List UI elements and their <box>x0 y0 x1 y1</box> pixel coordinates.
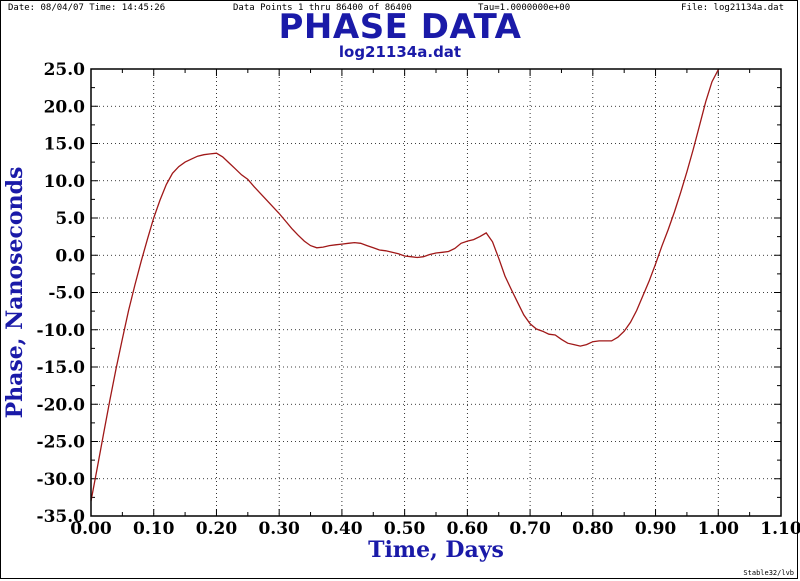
x-tick-labels: 0.00 0.10 0.20 0.30 0.40 0.50 0.60 0.70 0.80 0.90… <box>70 519 800 539</box>
x-tick-label: 0.60 <box>447 519 489 539</box>
y-axis-title: Phase, Nanoseconds <box>2 167 28 419</box>
x-tick-label: 0.80 <box>572 519 614 539</box>
x-tick-label: 0.30 <box>258 519 300 539</box>
y-tick-label: -10.0 <box>37 321 86 341</box>
header-file: File: log21134a.dat <box>681 3 784 13</box>
chart-subtitle: log21134a.dat <box>338 43 462 61</box>
y-tick-label: 20.0 <box>44 97 86 117</box>
plot-border <box>90 68 782 517</box>
header-data-points: Data Points 1 thru 86400 of 86400 <box>233 3 412 13</box>
y-tick-labels: 25.0 20.0 15.0 10.0 5.0 0.0 -5.0 -10.0 -15.0 -20.… <box>37 60 86 527</box>
y-tick-label: -5.0 <box>48 284 85 304</box>
x-tick-label: 0.90 <box>635 519 677 539</box>
header-date-time: Date: 08/04/07 Time: 14:45:26 <box>8 3 166 13</box>
phase-series-line <box>90 69 719 502</box>
y-tick-label: -30.0 <box>37 470 86 490</box>
y-tick-label: 0.0 <box>55 246 85 266</box>
header-tau: Tau=1.0000000e+00 <box>478 3 571 13</box>
y-tick-label: -35.0 <box>37 507 86 527</box>
grid <box>91 69 781 516</box>
x-tick-label: 0.50 <box>384 519 426 539</box>
x-tick-label: 0.40 <box>321 519 363 539</box>
x-tick-label: 0.10 <box>133 519 175 539</box>
y-tick-label: 25.0 <box>44 60 86 80</box>
x-axis-title: Time, Days <box>368 537 504 563</box>
chart-title: PHASE DATA <box>278 7 522 47</box>
x-tick-label: 0.00 <box>70 519 112 539</box>
y-tick-label: 5.0 <box>55 209 85 229</box>
footer-credit: Stable32/lvb <box>743 569 794 577</box>
y-tick-label: -20.0 <box>37 395 86 415</box>
y-tick-label: 15.0 <box>44 135 86 155</box>
x-tick-label: 0.70 <box>509 519 551 539</box>
y-tick-label: -15.0 <box>37 358 86 378</box>
x-tick-label: 1.00 <box>698 519 740 539</box>
x-tick-label: 1.10 <box>760 519 800 539</box>
x-tick-label: 0.20 <box>196 519 238 539</box>
y-tick-label: 10.0 <box>44 172 86 192</box>
y-tick-label: -25.0 <box>37 433 86 453</box>
